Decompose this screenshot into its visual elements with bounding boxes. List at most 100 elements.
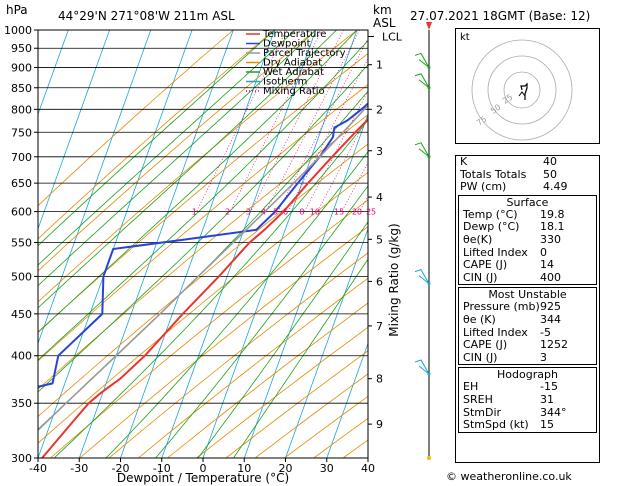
hodograph-unit: kt	[460, 32, 470, 43]
x-tick-label: -20	[112, 462, 130, 475]
mixing-ratio-label: 1	[192, 207, 197, 216]
stmspd-label: StmSpd (kt)	[463, 418, 529, 432]
mixing-ratio-label: 10	[310, 207, 320, 216]
surface-dewp-row: Dewp (°C) 18.1	[459, 221, 596, 234]
pressure-tick-label: 300	[11, 452, 32, 465]
isotherm	[38, 30, 110, 231]
wind-barb	[414, 52, 430, 68]
stmdir-value: 344°	[540, 405, 567, 419]
mu-pres-row: Pressure (mb) 925	[459, 301, 596, 314]
mu-theta-value: 344	[540, 312, 561, 326]
mixing-ratio-line	[341, 161, 368, 212]
x-tick-label: 40	[361, 462, 375, 475]
x-tick-label: 0	[200, 462, 207, 475]
dry-adiabat	[138, 277, 368, 458]
x-axis-label: Dewpoint / Temperature (°C)	[117, 471, 289, 485]
wind-barb-dot	[427, 65, 431, 69]
mixing-ratio-label: 6	[283, 207, 288, 216]
mixing-ratio-line	[196, 30, 287, 212]
mu-theta-row: θe (K) 344	[459, 312, 596, 327]
legend-label: Dry Adiabat	[263, 58, 322, 69]
pressure-tick-label: 600	[11, 206, 32, 219]
mixing-ratio-line	[250, 30, 344, 212]
mixing-ratio-line	[287, 57, 368, 212]
surface-temp-value: 19.8	[540, 207, 565, 221]
hodograph-ring-1	[503, 71, 541, 109]
isotherm	[285, 227, 368, 458]
most-unstable-title: Most Unstable	[488, 288, 567, 302]
mixing-ratio-line	[229, 30, 323, 212]
km-tick-label: 2	[376, 103, 383, 116]
mu-cin-row: CIN (J) 3	[459, 350, 596, 365]
wet-adiabat	[233, 258, 368, 458]
dry-adiabat	[196, 326, 368, 458]
pressure-tick-label: 350	[11, 397, 32, 410]
km-tick-label: 9	[376, 418, 383, 431]
stmspd-row: StmSpd (kt) 15	[459, 418, 596, 432]
pressure-tick-label: 650	[11, 177, 32, 190]
legend-label: Parcel Trajectory	[263, 48, 346, 59]
surface-cin-label: CIN (J)	[463, 270, 498, 284]
x-tick-label: -40	[29, 462, 47, 475]
hodograph-title: Hodograph	[497, 368, 558, 382]
surface-cin-value: 400	[540, 270, 561, 284]
stmdir-label: StmDir	[463, 405, 502, 419]
datetime-label: 27.07.2021 18GMT (Base: 12)	[410, 9, 590, 23]
mu-pres-label: Pressure (mb)	[463, 300, 540, 314]
wet-adiabat	[155, 185, 368, 458]
mixing-ratio-label: 20	[352, 207, 362, 216]
surface-cin-row: CIN (J) 400	[459, 270, 596, 285]
wet-adiabat	[38, 90, 368, 430]
wind-barb-dot	[427, 86, 431, 90]
pressure-tick-label: 550	[11, 237, 32, 250]
isotherm	[38, 30, 193, 458]
pressure-tick-label: 1000	[4, 24, 32, 37]
background-lines	[38, 30, 368, 458]
stmdir-row: StmDir 344°	[459, 405, 596, 420]
lcl-label: LCL	[382, 30, 403, 43]
temperature-line	[41, 118, 368, 458]
mu-cin-value: 3	[540, 350, 547, 364]
surface-cape-label: CAPE (J)	[463, 258, 508, 272]
surface-li-label: Lifted Index	[463, 245, 528, 259]
tt-row: Totals Totals 50	[456, 168, 599, 182]
pressure-tick-label: 700	[11, 151, 32, 164]
wind-barb	[414, 142, 430, 158]
x-tick-label: -30	[70, 462, 88, 475]
isotherm	[202, 30, 358, 458]
surface-cape-value: 14	[540, 258, 554, 272]
pressure-tick-label: 400	[11, 350, 32, 363]
legend-label: Isotherm	[263, 77, 307, 88]
stmspd-value: 15	[540, 418, 554, 432]
wind-barb	[414, 359, 430, 375]
wind-profile	[414, 22, 432, 460]
mu-li-value: -5	[540, 325, 551, 339]
km-tick-label: 6	[376, 275, 383, 288]
surface-temp-label: Temp (°C)	[463, 207, 518, 221]
dry-adiabat	[38, 143, 368, 418]
isotherm	[38, 30, 152, 345]
wind-barb-dot	[427, 155, 431, 159]
pressure-tick-label: 450	[11, 308, 32, 321]
mu-cape-label: CAPE (J)	[463, 338, 508, 352]
mixing-ratio-line	[265, 30, 360, 212]
indices-panel: K 40 Totals Totals 50 PW (cm) 4.49 Surface …	[455, 155, 600, 463]
mixing-ratio-line	[359, 195, 368, 212]
surface-theta-row: θe(K) 330	[459, 233, 596, 247]
eh-row: EH -15	[459, 381, 596, 394]
dry-adiabat	[167, 302, 368, 458]
sreh-label: SREH	[463, 392, 493, 406]
wet-adiabat	[38, 30, 275, 247]
k-label: K	[460, 155, 468, 168]
wind-barb-dot	[427, 372, 431, 376]
legend-label: Mixing Ratio	[263, 86, 325, 97]
km-tick-label: 7	[376, 320, 383, 333]
mu-cape-value: 1252	[540, 338, 568, 352]
x-tick-label: -10	[153, 462, 171, 475]
most-unstable-section: Most Unstable Pressure (mb) 925 θe (K) 344…	[458, 287, 597, 366]
eh-value: -15	[540, 380, 558, 394]
surface-section: Surface Temp (°C) 19.8 Dewp (°C) 18.1 θe(K…	[458, 194, 597, 286]
mixing-ratio-axis-label: Mixing Ratio (g/kg)	[387, 223, 401, 336]
